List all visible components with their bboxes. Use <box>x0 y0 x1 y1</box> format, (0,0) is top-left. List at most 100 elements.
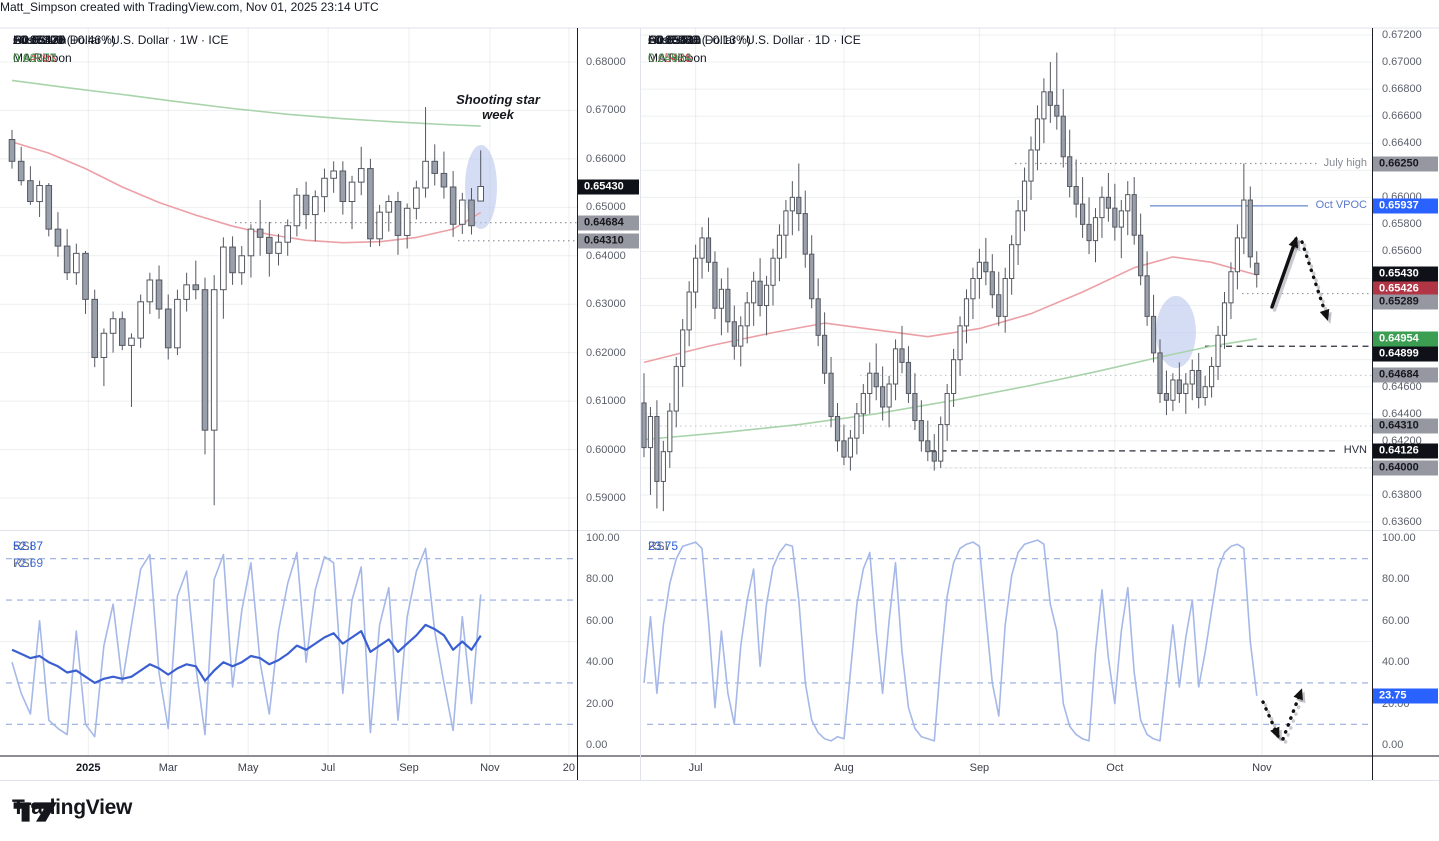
candle-body <box>1015 210 1021 246</box>
candle-body <box>873 372 879 388</box>
candle-body <box>266 236 273 254</box>
candle-body <box>725 288 731 323</box>
candle-body <box>1112 207 1118 228</box>
candle-body <box>757 280 763 307</box>
candle-body <box>247 228 255 257</box>
candle-body <box>128 337 135 346</box>
candle-body <box>8 139 16 162</box>
candle-body <box>339 170 347 203</box>
candle-body <box>1138 234 1144 277</box>
candle-body <box>744 302 750 327</box>
candle-body <box>1034 118 1041 151</box>
arrow-shadow <box>1272 239 1301 312</box>
candle-body <box>1002 278 1008 317</box>
candle-body <box>321 177 328 198</box>
candle-body <box>1234 237 1241 273</box>
candle-body <box>1131 194 1137 236</box>
candle-body <box>751 280 757 304</box>
candle-body <box>783 210 789 236</box>
candle-body <box>293 194 301 227</box>
candle-body <box>815 298 821 336</box>
candle-body <box>789 196 795 212</box>
candle-body <box>357 168 365 183</box>
candle-body <box>220 246 227 291</box>
candle-body <box>275 241 282 254</box>
candle-body <box>1086 223 1092 242</box>
candle-body <box>1247 199 1253 258</box>
candle-body <box>1215 334 1221 367</box>
candle-body <box>256 228 264 238</box>
candle-body <box>311 196 319 216</box>
candle-body <box>36 185 43 203</box>
candle-body <box>1125 194 1131 212</box>
candle-body <box>731 321 737 347</box>
candle-body <box>192 284 200 291</box>
candle-body <box>422 160 429 189</box>
candle-body <box>54 228 62 247</box>
candle-body <box>1150 315 1157 354</box>
candle-body <box>1228 271 1234 304</box>
candle-body <box>164 308 172 349</box>
candle-body <box>155 279 163 310</box>
candle-body <box>183 284 190 300</box>
candle-body <box>27 180 34 203</box>
candle-body <box>841 440 847 458</box>
candle-body <box>1041 91 1047 120</box>
candle-body <box>647 415 654 449</box>
candle-body <box>367 168 374 240</box>
candle-body <box>403 207 411 236</box>
dotted-arrow <box>1300 240 1330 321</box>
candle-body <box>1157 352 1163 394</box>
candle-body <box>886 383 892 408</box>
candle-body <box>1144 275 1150 317</box>
candle-body <box>1189 369 1195 385</box>
candle-body <box>667 410 673 453</box>
candle-body <box>118 318 126 346</box>
candle-body <box>1073 186 1079 205</box>
candle-body <box>137 301 144 339</box>
candle-body <box>1092 217 1099 242</box>
candle-body <box>1183 383 1189 394</box>
tradingview-logo-icon <box>13 802 57 822</box>
candle-body <box>899 348 905 363</box>
candle-body <box>680 329 686 367</box>
candle-body <box>763 284 770 307</box>
candle-body <box>983 261 989 273</box>
candle-body <box>1080 203 1086 225</box>
candle-body <box>146 279 154 303</box>
candle-body <box>73 252 80 274</box>
highlight-ellipse <box>1156 296 1196 368</box>
weekly-price-candles <box>8 107 484 506</box>
arrow-shadow <box>1283 691 1306 744</box>
candle-body <box>828 372 834 417</box>
candle-body <box>1170 379 1176 401</box>
candle-body <box>477 186 484 202</box>
candle-body <box>847 437 853 458</box>
candle-body <box>660 451 666 482</box>
candle-body <box>918 420 924 442</box>
candle-body <box>654 415 660 482</box>
candle-body <box>330 170 337 179</box>
candle-body <box>1021 180 1028 212</box>
candle-body <box>1009 244 1015 280</box>
candle-body <box>284 225 291 243</box>
candle-body <box>174 298 181 349</box>
ma-fast-line <box>643 256 1258 364</box>
snapshot-credit: Matt_Simpson created with TradingView.co… <box>0 0 379 14</box>
candle-body <box>776 234 783 259</box>
dotted-arrow <box>1281 688 1303 741</box>
rsi-slow-line <box>11 623 482 685</box>
candle-body <box>63 245 71 274</box>
candle-body <box>201 289 209 431</box>
candle-body <box>1028 149 1034 182</box>
candle-body <box>860 392 866 415</box>
candle-body <box>468 199 475 227</box>
candle-body <box>109 318 117 334</box>
candle-body <box>1047 91 1053 106</box>
candle-body <box>699 237 705 259</box>
candle-body <box>951 359 957 394</box>
candle-body <box>100 332 108 359</box>
candle-body <box>376 211 383 240</box>
rsi-fast-line <box>11 547 482 738</box>
candle-body <box>1099 196 1105 219</box>
